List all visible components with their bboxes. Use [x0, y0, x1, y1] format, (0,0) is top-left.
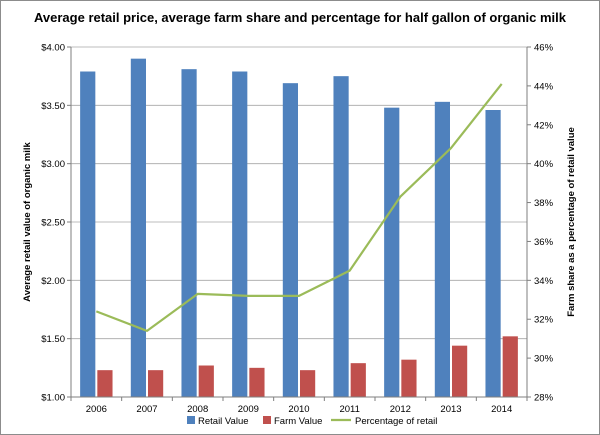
- x-tick-label: 2010: [288, 404, 309, 415]
- tick-labels: $1.00 $1.50 $2.00 $2.50 $3.00 $3.50 $4.00 28% 30…: [41, 43, 553, 416]
- y2-tick-label: 32%: [534, 315, 554, 326]
- farm-value-bar: [502, 336, 518, 397]
- retail-value-bar: [485, 110, 501, 397]
- x-tick-label: 2012: [390, 404, 411, 415]
- y2-tick-label: 46%: [534, 43, 554, 54]
- y-tick-label: $3.50: [41, 101, 65, 112]
- y-axis-title: Average retail value of organic milk: [22, 141, 33, 301]
- x-tick-label: 2013: [440, 404, 461, 415]
- chart-title: Average retail price, average farm share…: [34, 10, 567, 25]
- farm-value-bar: [452, 345, 468, 397]
- y-tick-label: $1.50: [41, 334, 65, 345]
- y-tick-label: $2.00: [41, 276, 65, 287]
- farm-value-bar: [97, 370, 113, 397]
- percentage-line-path: [95, 83, 503, 332]
- y2-tick-label: 34%: [534, 276, 554, 287]
- farm-value-bar: [300, 370, 316, 397]
- retail-value-bar: [384, 107, 400, 398]
- retail-value-bar: [282, 83, 298, 398]
- retail-value-bar: [232, 71, 248, 397]
- y2-tick-label: 42%: [534, 120, 554, 131]
- farm-value-bar: [249, 367, 265, 397]
- retail-value-bar: [80, 71, 96, 397]
- bars: [80, 58, 518, 398]
- x-tick-label: 2006: [86, 404, 107, 415]
- y2-tick-label: 38%: [534, 198, 554, 209]
- y-tick-label: $1.00: [41, 393, 65, 404]
- x-tick-label: 2014: [491, 404, 512, 415]
- retail-value-bar: [434, 101, 450, 397]
- farm-value-bar: [148, 370, 164, 397]
- y2-tick-label: 36%: [534, 237, 554, 248]
- y2-tick-label: 28%: [534, 393, 554, 404]
- y2-tick-label: 40%: [534, 159, 554, 170]
- farm-value-bar: [401, 359, 417, 397]
- axes: [67, 46, 531, 401]
- x-tick-label: 2007: [136, 404, 157, 415]
- percentage-line: [95, 83, 503, 332]
- y-tick-label: $4.00: [41, 43, 65, 54]
- x-tick-label: 2009: [238, 404, 259, 415]
- legend-swatch: [187, 416, 195, 424]
- retail-value-bar: [333, 76, 349, 398]
- farm-value-bar: [350, 363, 366, 397]
- legend-swatch: [263, 416, 271, 424]
- y-tick-label: $3.00: [41, 159, 65, 170]
- legend-label: Percentage of retail: [355, 416, 437, 427]
- x-tick-label: 2008: [187, 404, 208, 415]
- farm-value-bar: [198, 365, 214, 397]
- y2-axis-title: Farm share as a percentage of retail val…: [566, 127, 577, 317]
- y2-tick-label: 30%: [534, 354, 554, 365]
- legend-label: Retail Value: [198, 416, 249, 427]
- y2-tick-label: 44%: [534, 81, 554, 92]
- retail-value-bar: [130, 58, 146, 398]
- y-tick-label: $2.50: [41, 218, 65, 229]
- retail-value-bar: [181, 69, 197, 398]
- legend-label: Farm Value: [274, 416, 322, 427]
- x-tick-label: 2011: [339, 404, 359, 415]
- legend: Retail Value Farm Value Percentage of reta…: [187, 416, 437, 427]
